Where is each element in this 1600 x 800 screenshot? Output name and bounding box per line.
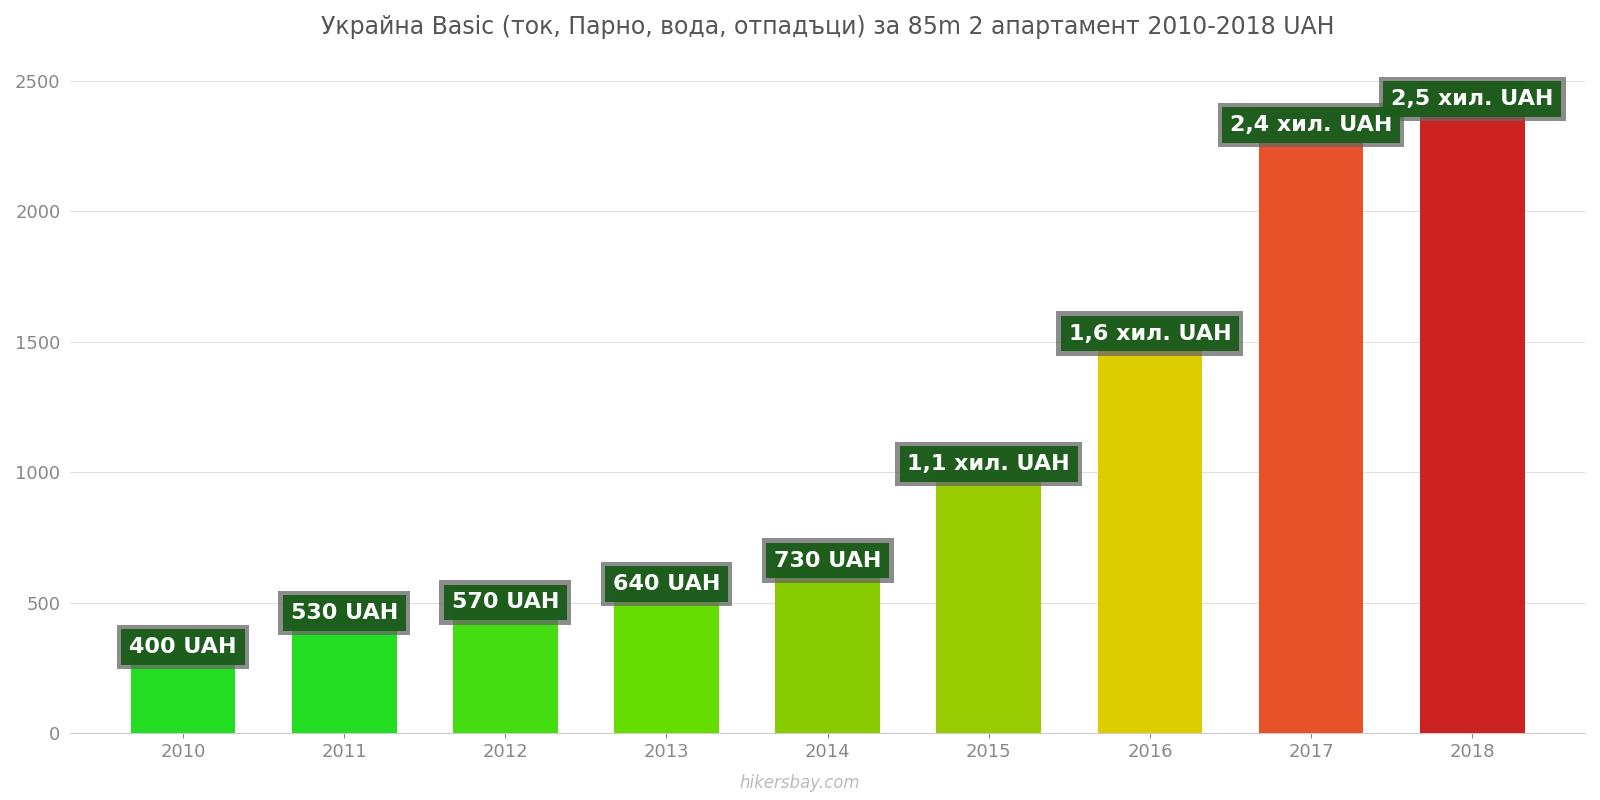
Text: hikersbay.com: hikersbay.com (739, 774, 861, 792)
Text: 2,4 хил. UAH: 2,4 хил. UAH (1230, 115, 1392, 135)
Bar (453, 585, 558, 734)
Text: 1,6 хил. UAH: 1,6 хил. UAH (1069, 324, 1232, 344)
Text: 570 UAH: 570 UAH (451, 592, 558, 612)
Bar (614, 566, 718, 734)
Text: 730 UAH: 730 UAH (774, 550, 882, 570)
Text: 640 UAH: 640 UAH (613, 574, 720, 594)
Text: 640 UAH: 640 UAH (613, 574, 720, 594)
Text: 400 UAH: 400 UAH (130, 637, 237, 657)
Text: 2,5 хил. UAH: 2,5 хил. UAH (1390, 89, 1554, 109)
Bar (1098, 316, 1202, 734)
Text: 1,1 хил. UAH: 1,1 хил. UAH (907, 454, 1070, 474)
Bar (291, 595, 397, 734)
Bar (131, 629, 235, 734)
Text: 1,1 хил. UAH: 1,1 хил. UAH (907, 454, 1070, 474)
Text: 1,6 хил. UAH: 1,6 хил. UAH (1069, 324, 1232, 344)
Bar (1419, 81, 1525, 734)
Text: 2,4 хил. UAH: 2,4 хил. UAH (1230, 115, 1392, 135)
Text: 400 UAH: 400 UAH (130, 637, 237, 657)
Text: 530 UAH: 530 UAH (291, 603, 398, 623)
Text: 570 UAH: 570 UAH (451, 592, 558, 612)
Text: 730 UAH: 730 UAH (774, 550, 882, 570)
Bar (1259, 107, 1363, 734)
Text: 530 UAH: 530 UAH (291, 603, 398, 623)
Title: Украйна Basic (ток, Парно, вода, отпадъци) за 85m 2 апартамент 2010-2018 UAH: Украйна Basic (ток, Парно, вода, отпадъц… (322, 15, 1334, 39)
Bar (776, 542, 880, 734)
Text: 2,5 хил. UAH: 2,5 хил. UAH (1390, 89, 1554, 109)
Bar (936, 446, 1042, 734)
